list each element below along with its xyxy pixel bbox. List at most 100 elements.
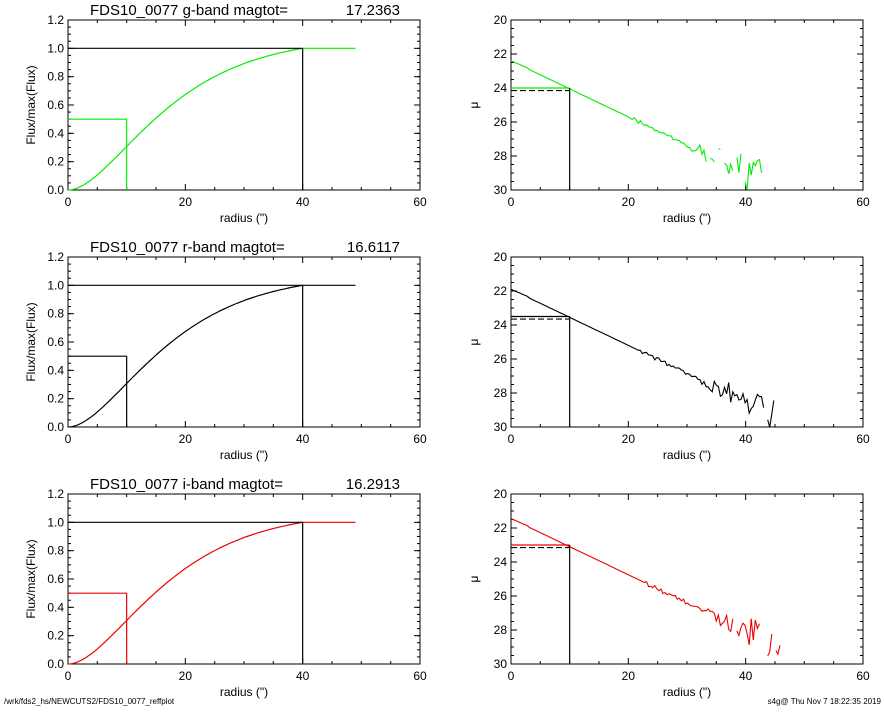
x-tick-label: 60 <box>413 669 427 683</box>
y-axis-label: Flux/max(Flux) <box>24 65 38 144</box>
y-tick-label: 1.2 <box>47 250 64 264</box>
panel-g-growth: 0 20 40 60 0.0 0.2 0.4 0.6 0.8 1.0 1.2 radius (") Fl… <box>24 2 427 225</box>
x-tick-label: 20 <box>179 195 193 209</box>
x-tick-label: 40 <box>739 195 753 209</box>
y-tick-label: 0.4 <box>47 126 64 140</box>
y-tick-label: 20 <box>494 13 508 27</box>
growth-curve <box>67 47 356 191</box>
y-tick-label: 30 <box>494 657 508 671</box>
y-tick-label: 22 <box>494 521 508 535</box>
y-tick-label: 0.2 <box>47 392 64 406</box>
x-tick-label: 40 <box>739 432 753 446</box>
y-tick-label: 1.2 <box>47 13 64 27</box>
y-axis-label: μ <box>467 101 481 108</box>
x-tick-label: 60 <box>856 195 870 209</box>
x-tick-label: 0 <box>65 195 72 209</box>
x-axis-label: radius (") <box>220 685 268 699</box>
x-tick-label: 20 <box>179 432 193 446</box>
y-tick-label: 0.0 <box>47 420 64 434</box>
y-tick-label: 28 <box>494 623 508 637</box>
x-tick-label: 20 <box>622 432 636 446</box>
y-tick-label: 0.0 <box>47 657 64 671</box>
y-tick-label: 26 <box>494 115 508 129</box>
growth-curve <box>67 521 356 665</box>
y-tick-label: 0.8 <box>47 544 64 558</box>
panel-title-value: 16.2913 <box>346 476 400 493</box>
panel-g-profile: 0 20 40 60 20 22 24 26 28 30 radius (") μ <box>467 13 870 225</box>
plot-frame <box>67 493 421 665</box>
y-tick-label: 0.2 <box>47 155 64 169</box>
panel-title: FDS10_0077 g-band magtot= <box>90 2 288 19</box>
y-tick-label: 26 <box>494 589 508 603</box>
panel-r-growth: 0 20 40 60 0.0 0.2 0.4 0.6 0.8 1.0 1.2 radius (") Fl… <box>24 239 427 462</box>
y-tick-label: 0.0 <box>47 183 64 197</box>
x-tick-label: 40 <box>739 669 753 683</box>
x-tick-label: 20 <box>179 669 193 683</box>
x-tick-label: 0 <box>508 669 515 683</box>
x-tick-label: 20 <box>622 195 636 209</box>
y-tick-label: 0.6 <box>47 572 64 586</box>
footer-stamp: s4g@ Thu Nov 7 18:22:35 2019 <box>767 697 881 706</box>
y-tick-label: 0.4 <box>47 600 64 614</box>
y-tick-label: 1.0 <box>47 41 64 55</box>
x-axis-label: radius (") <box>663 685 711 699</box>
surface-brightness-profile <box>510 60 763 190</box>
y-tick-label: 0.6 <box>47 98 64 112</box>
y-tick-label: 28 <box>494 386 508 400</box>
y-tick-label: 0.4 <box>47 363 64 377</box>
y-tick-label: 1.0 <box>47 278 64 292</box>
y-tick-label: 1.0 <box>47 515 64 529</box>
x-tick-label: 60 <box>413 195 427 209</box>
y-tick-label: 1.2 <box>47 487 64 501</box>
y-tick-label: 30 <box>494 183 508 197</box>
y-tick-label: 0.2 <box>47 629 64 643</box>
y-tick-label: 20 <box>494 487 508 501</box>
y-tick-label: 30 <box>494 420 508 434</box>
plot-frame <box>67 19 421 191</box>
plot-frame <box>510 256 864 428</box>
y-tick-label: 24 <box>494 81 508 95</box>
panel-r-profile: 0 20 40 60 20 22 24 26 28 30 radius (") μ <box>467 250 870 462</box>
surface-brightness-profile <box>510 518 781 657</box>
y-axis-label: Flux/max(Flux) <box>24 302 38 381</box>
y-tick-label: 24 <box>494 318 508 332</box>
panel-title: FDS10_0077 r-band magtot= <box>90 239 285 256</box>
x-tick-label: 0 <box>65 432 72 446</box>
footer-path: /wrk/fds2_hs/NEWCUTS2/FDS10_0077_reffplo… <box>4 697 175 706</box>
plot-frame <box>67 256 421 428</box>
x-tick-label: 0 <box>508 432 515 446</box>
panel-i-growth: 0 20 40 60 0.0 0.2 0.4 0.6 0.8 1.0 1.2 radius (") Fl… <box>24 476 427 699</box>
growth-curve <box>67 284 356 428</box>
panel-i-profile: 0 20 40 60 20 22 24 26 28 30 radius (") μ <box>467 487 870 699</box>
x-tick-label: 20 <box>622 669 636 683</box>
plot-frame <box>510 493 864 665</box>
x-tick-label: 40 <box>296 195 310 209</box>
x-axis-label: radius (") <box>663 448 711 462</box>
x-tick-label: 60 <box>856 432 870 446</box>
x-tick-label: 0 <box>508 195 515 209</box>
x-tick-label: 60 <box>413 432 427 446</box>
x-tick-label: 0 <box>65 669 72 683</box>
y-tick-label: 0.8 <box>47 307 64 321</box>
y-tick-label: 0.6 <box>47 335 64 349</box>
x-axis-label: radius (") <box>220 448 268 462</box>
y-tick-label: 22 <box>494 284 508 298</box>
surface-brightness-profile <box>510 288 775 428</box>
y-axis-label: μ <box>467 575 481 582</box>
panel-title-value: 16.6117 <box>347 239 400 256</box>
panel-title-value: 17.2363 <box>346 2 400 19</box>
y-axis-label: Flux/max(Flux) <box>24 539 38 618</box>
y-tick-label: 0.8 <box>47 70 64 84</box>
x-tick-label: 40 <box>296 669 310 683</box>
x-tick-label: 40 <box>296 432 310 446</box>
plot-frame <box>510 19 864 191</box>
y-axis-label: μ <box>467 338 481 345</box>
y-tick-label: 26 <box>494 352 508 366</box>
y-tick-label: 20 <box>494 250 508 264</box>
y-tick-label: 28 <box>494 149 508 163</box>
y-tick-label: 22 <box>494 47 508 61</box>
panel-title: FDS10_0077 i-band magtot= <box>90 476 283 493</box>
x-axis-label: radius (") <box>220 211 268 225</box>
